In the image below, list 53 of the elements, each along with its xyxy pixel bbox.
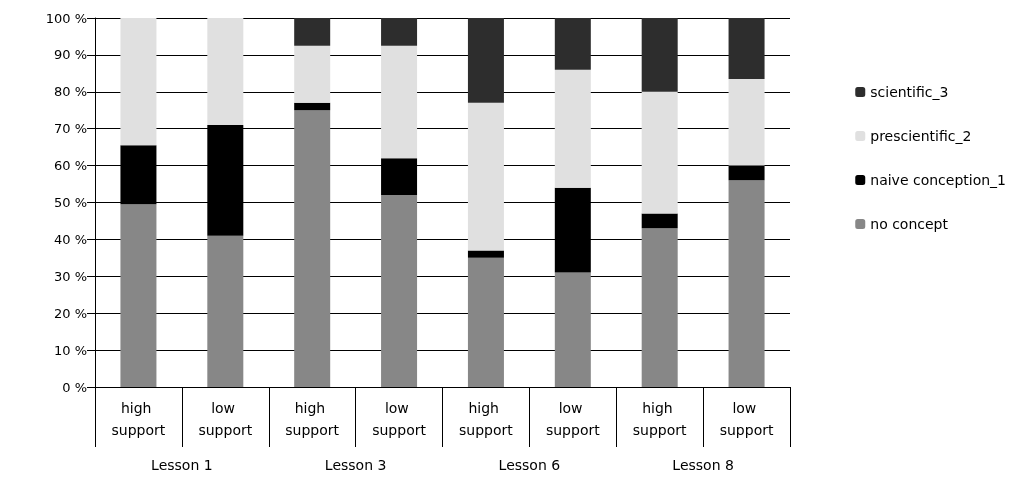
bar (120, 18, 157, 146)
bar (641, 213, 678, 229)
bar (641, 91, 678, 214)
y-tick-label: 60 % (53, 158, 87, 174)
bar (728, 165, 765, 181)
y-tick-label: 50 % (53, 195, 87, 210)
bar (467, 257, 504, 387)
bar (207, 235, 244, 387)
bar (294, 18, 331, 46)
bar (294, 102, 331, 111)
bar (728, 180, 765, 387)
bar (554, 69, 591, 188)
y-tick-label: 10 % (53, 342, 87, 358)
bar (641, 18, 678, 92)
y-tick-label: 90 % (53, 47, 87, 63)
legend-label: no concept (870, 216, 949, 232)
bar (554, 18, 591, 70)
x-tick-label: low support (719, 400, 774, 438)
y-tick-label: 70 % (53, 121, 87, 137)
x-tick-label: high support (459, 400, 514, 438)
y-tick-label: 0 % (62, 379, 87, 395)
bar (207, 18, 244, 126)
bar (728, 18, 765, 79)
bar (120, 204, 157, 387)
text: Lesson 1 (151, 457, 213, 473)
legend-label: scientific_3 (870, 84, 949, 100)
legend-label: naive conception_1 (870, 172, 1006, 188)
bar (381, 45, 418, 159)
x-tick-label: low support (545, 400, 601, 438)
bar (641, 228, 678, 387)
bar (294, 110, 331, 387)
text: Lesson 3 (324, 457, 387, 473)
bar (381, 18, 418, 46)
x-tick-label: high support (111, 400, 166, 438)
y-tick-label: 30 % (53, 268, 87, 284)
y-tick-label: 80 % (53, 84, 87, 100)
y-tick-label: 40 % (53, 231, 87, 247)
x-tick-label: low support (372, 400, 427, 438)
bar (294, 45, 331, 103)
bar (467, 102, 504, 251)
x-tick-label: low support (198, 400, 253, 438)
bar (467, 18, 504, 103)
bar (381, 195, 418, 387)
legend-label: prescientific_2 (870, 128, 972, 144)
bar (728, 78, 765, 166)
text: Lesson 8 (672, 457, 734, 473)
y-tick-label: 20 % (53, 305, 87, 321)
bar (554, 272, 591, 387)
y-tick-label: 100 % (45, 10, 87, 26)
text: Lesson 6 (498, 457, 561, 473)
bar (467, 250, 504, 258)
x-tick-label: high support (285, 400, 340, 438)
x-tick-label: high support (632, 400, 688, 438)
